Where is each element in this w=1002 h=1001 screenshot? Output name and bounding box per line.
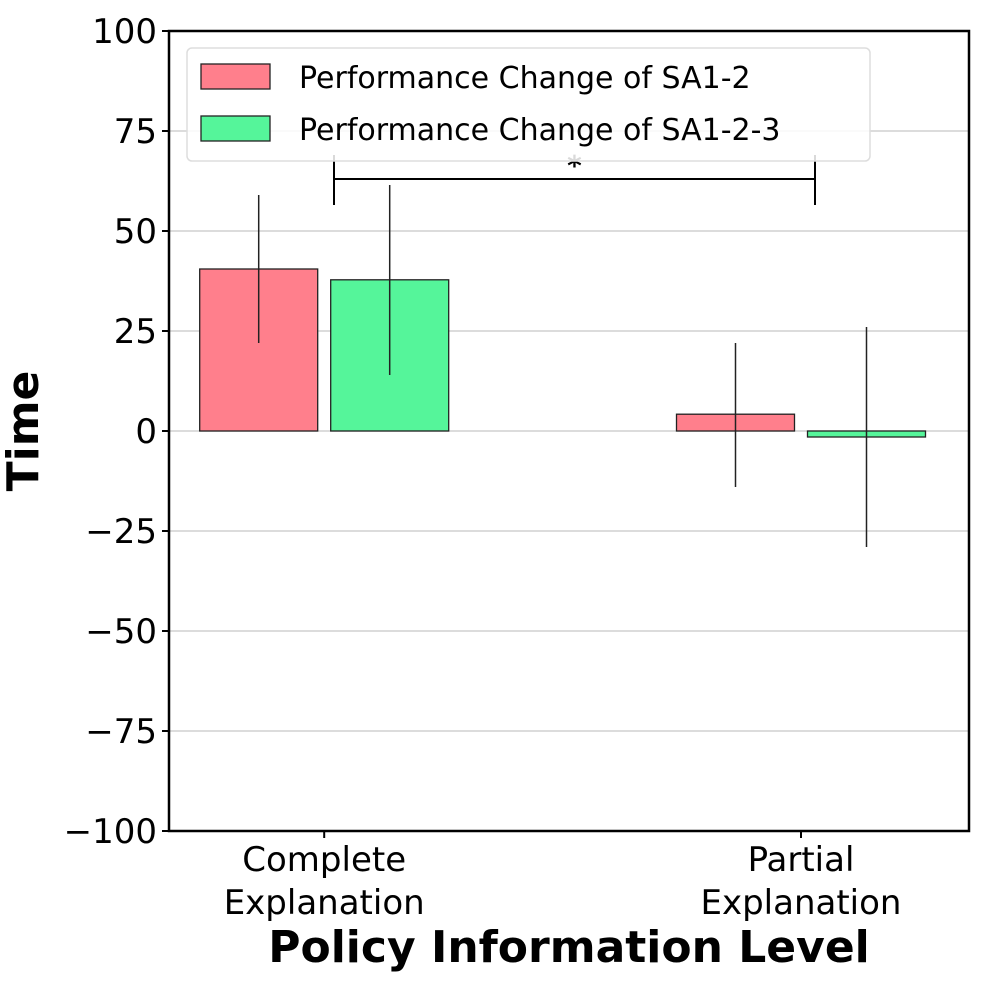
legend: Performance Change of SA1-2 Performance C… [186,47,871,162]
y-tick-label: 100 [92,12,157,52]
x-axis-title: Policy Information Level [268,922,870,973]
y-tick-label: −100 [64,812,157,852]
y-tick-label: 75 [114,112,157,152]
error-bars [257,185,868,547]
y-tick-label: 25 [114,312,157,352]
y-tick-label: −50 [85,612,157,652]
legend-box [186,47,871,162]
y-tick-label: −75 [85,712,157,752]
legend-swatch [200,115,271,142]
significance-bracket-line [333,155,816,205]
y-axis-title: Time [0,371,49,492]
legend-label: Performance Change of SA1-2-3 [299,113,781,148]
legend-label: Performance Change of SA1-2 [299,61,751,96]
x-tick-label: Complete [242,840,406,880]
y-tick-label: 0 [135,412,157,452]
bars [199,268,927,438]
y-tick-label: −25 [85,512,157,552]
y-axis-ticks: 100 75 50 25 0 −25 −50 −75 −100 [64,12,169,852]
x-tick-label: Partial [748,840,855,880]
x-tick-label: Explanation [701,883,902,923]
x-tick-label: Explanation [224,883,425,923]
y-tick-label: 50 [114,212,157,252]
legend-swatch [200,63,271,90]
